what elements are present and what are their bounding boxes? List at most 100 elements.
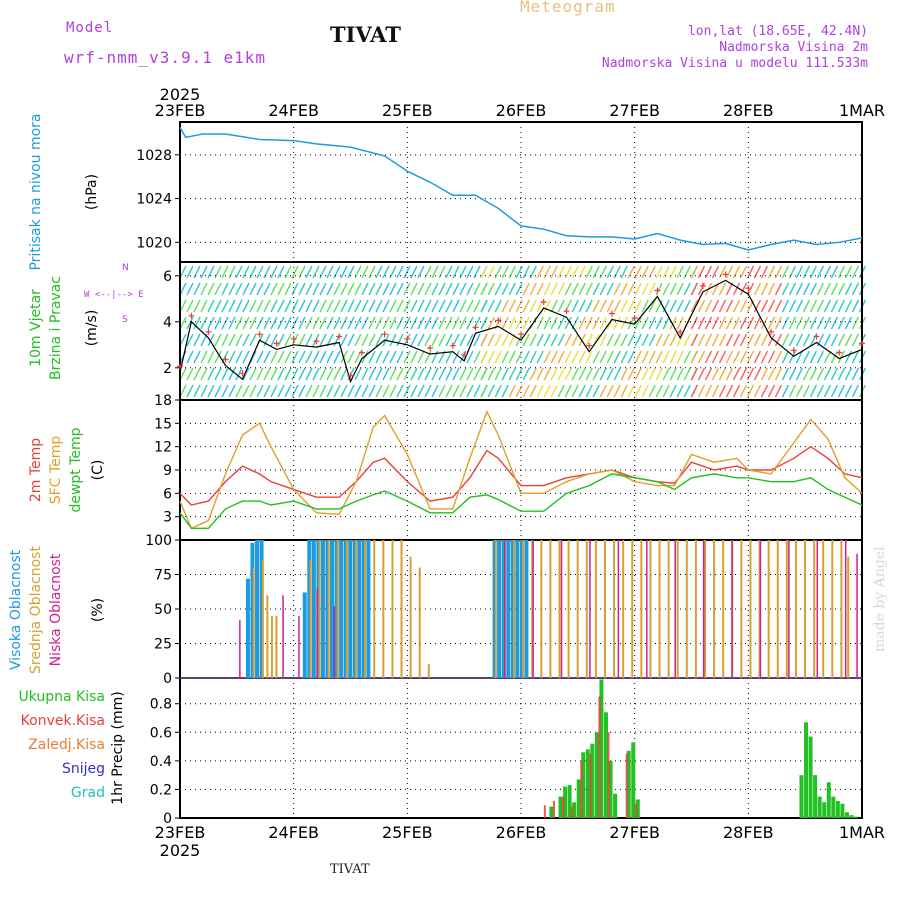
cloud-bar-1 [776,540,779,678]
wind-marker [540,299,547,305]
cloud-bar-0 [366,540,371,678]
precip-ytick-label: 0.2 [150,782,172,798]
footer-station: TIVAT [330,862,370,877]
x-tick-label-top: 26FEB [496,101,547,120]
cloud-bar-1 [513,540,516,678]
cloud-bar-1 [558,540,561,678]
cloud-bar-1 [373,540,376,678]
temp-ylabel-2: SFC Temp [48,436,64,505]
cloud-bar-1 [740,540,743,678]
precip-bar-0 [613,793,618,818]
cloud-bar-2 [674,540,676,678]
precip-bar-0 [572,802,577,818]
wind-marker [222,356,229,363]
cloud-bar-2 [617,540,620,678]
pressure-ylabel: Pritisak na nivou mora [28,113,44,270]
cloud-bar-1 [364,540,367,678]
wind-marker [358,349,365,356]
cloud-bar-1 [531,540,534,678]
cloud-bar-1 [804,540,807,678]
precip-legend-4: Grad [71,785,105,801]
cloud-bar-0 [330,540,335,678]
wind-marker [654,287,661,294]
temp-line-1 [179,409,863,530]
precip-bar-0 [608,760,613,818]
temperature-ytick-label: 12 [154,440,172,456]
precip-bar-1 [562,796,565,818]
cloud-bar-2 [844,540,847,678]
cloud-bar-2 [589,540,591,678]
cloud-bar-0 [524,540,529,678]
wind-marker [563,308,570,315]
cloud-bar-1 [813,540,816,678]
wind-marker [495,317,502,324]
cloud-bar-0 [259,540,264,678]
precip-bar-0 [603,712,608,818]
precip-bar-0 [826,782,831,818]
cloud-bar-0 [348,540,353,678]
wind-marker [313,338,320,345]
cloud-bar-1 [400,540,403,678]
temperature-ytick-label: 6 [163,486,172,502]
x-tick-label-top: 23FEB [155,101,206,120]
wind-marker [745,285,752,292]
wind-marker [449,342,456,349]
cloud-bar-1 [540,540,543,678]
x-tick-label-top: 28FEB [723,101,774,120]
wind-ylabel-2: Brzina i Pravac [48,276,64,380]
wind-marker [768,328,775,335]
precip-bar-0 [813,775,818,818]
cloud-bar-2 [503,540,506,678]
cloud-bar-0 [311,540,316,678]
cloud-bar-1 [270,615,273,678]
cloud-bar-1 [622,540,625,678]
cloud-ytick-label: 75 [154,568,172,584]
cloud-unit: (%) [90,598,106,622]
model-elevation-label: Nadmorska Visina u modelu 111.533m [601,56,868,71]
precip-bar-0 [844,812,849,818]
cloud-bar-1 [631,540,634,678]
wind-marker [205,328,212,335]
wind-barb-field [179,265,867,398]
cloud-bar-1 [713,540,716,678]
precip-bar-0 [585,749,590,818]
cloud-bar-1 [309,560,312,678]
wind-marker [461,351,468,358]
wind-speed-line [179,279,863,384]
cloud-bar-1 [831,540,834,678]
x-tick-label-top: 1MAR [839,101,885,120]
cloud-bar-2 [239,620,241,678]
cloud-bar-1 [758,540,761,678]
cloud-bar-0 [510,540,515,678]
wind-marker [336,333,343,340]
cloud-bar-0 [316,540,321,678]
precip-bar-0 [831,796,836,818]
temp-ylabel-3: dewpt Temp [68,427,84,512]
cloud-bar-0 [343,540,348,678]
cloud-ylabel-1: Visoka Oblacnost [8,549,24,670]
precip-bar-0 [567,785,572,818]
pressure-ytick-label: 1028 [136,148,172,164]
wind-marker [813,333,820,340]
precip-bar-1 [598,696,601,818]
precip-bar-1 [634,803,637,818]
precip-bar-0 [817,796,822,818]
x-tick-label-bottom: 23FEB [155,823,206,842]
precip-ytick-label: 0.8 [150,697,172,713]
wind-ytick-label: 4 [163,315,172,331]
cloud-bar-0 [352,540,357,678]
cloud-ytick-label: 0 [163,671,172,687]
cloud-ytick-label: 100 [145,533,172,549]
cloud-bar-1 [266,595,269,678]
cloud-bar-2 [856,553,858,678]
x-tick-label-top: 24FEB [268,101,319,120]
wind-marker [273,340,280,347]
elevation-label: Nadmorska Visina 2m [719,40,868,55]
cloud-bar-2 [333,606,335,678]
wind-marker [381,331,388,338]
cloud-bar-1 [722,540,725,678]
cloud-bar-0 [361,540,366,678]
precip-bar-1 [580,760,583,818]
page-title: TIVAT [330,22,401,47]
precip-bar-0 [635,799,640,818]
